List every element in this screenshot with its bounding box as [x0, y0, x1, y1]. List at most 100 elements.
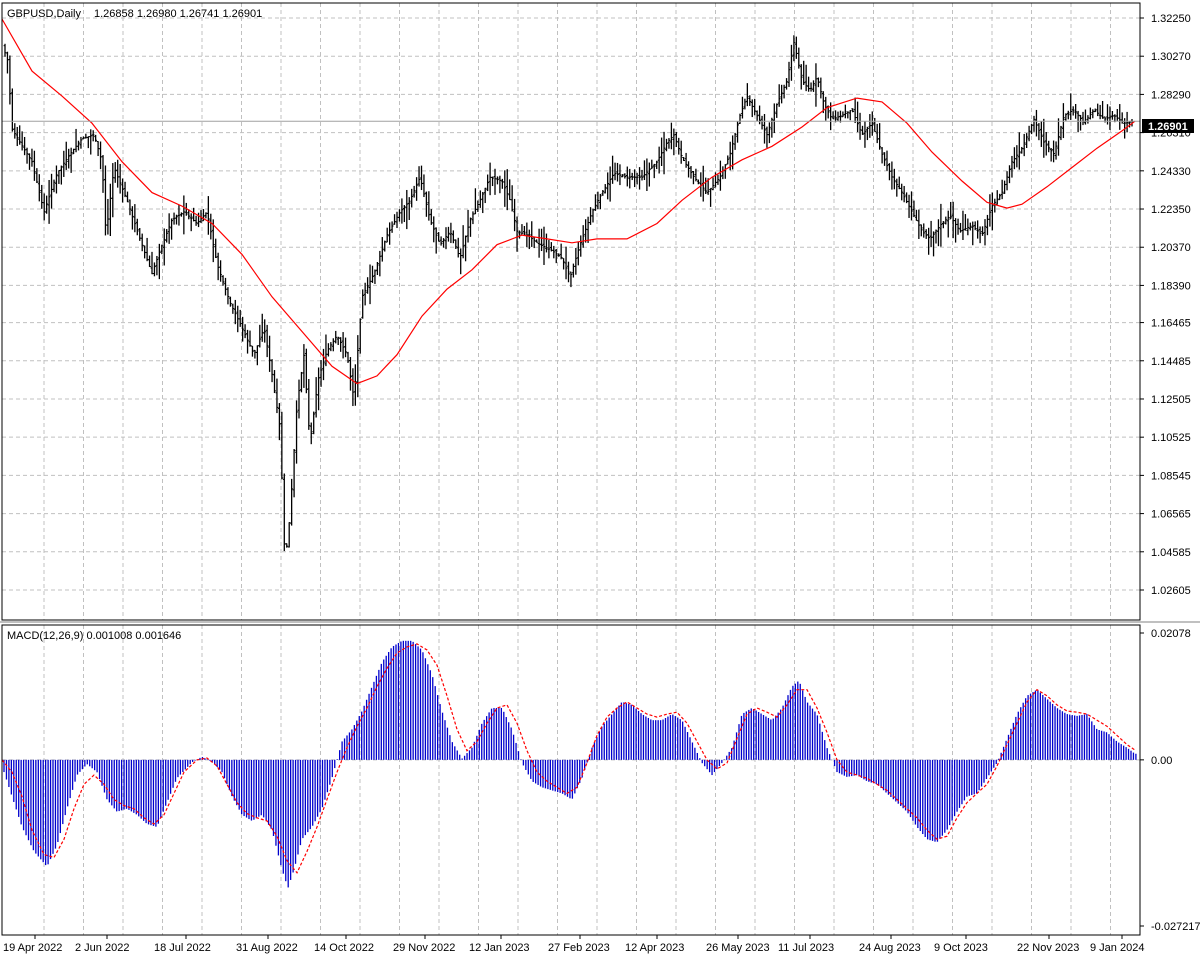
price-bar — [368, 264, 372, 305]
price-bar — [738, 113, 742, 125]
price-bar — [334, 330, 338, 344]
price-bar — [976, 220, 980, 239]
price-bar — [346, 351, 350, 363]
price-bar — [596, 191, 600, 210]
price-bar — [843, 104, 847, 119]
price-bar — [932, 231, 935, 257]
price-bar — [55, 165, 58, 194]
price-bar — [3, 43, 7, 57]
price-bar — [341, 332, 345, 359]
price-bar — [172, 212, 176, 225]
price-bar — [1032, 115, 1036, 132]
price-bar — [584, 219, 588, 243]
price-bar — [753, 98, 757, 116]
macd-signal-layer — [1, 643, 1136, 874]
price-bar — [322, 348, 325, 381]
price-bar — [856, 101, 859, 133]
price-tick-label: 1.10525 — [1151, 432, 1191, 444]
price-bar — [665, 138, 668, 152]
price-bar — [229, 296, 232, 307]
price-bar — [861, 125, 864, 135]
price-bar — [598, 193, 602, 210]
ohlc-info: 1.26858 1.26980 1.26741 1.26901 — [94, 8, 262, 20]
price-bar — [1062, 103, 1065, 139]
price-bar — [59, 165, 63, 185]
price-bar — [378, 250, 382, 277]
price-bar — [515, 216, 519, 252]
price-bar — [706, 178, 710, 195]
price-bar — [447, 226, 450, 242]
price-bar — [873, 117, 877, 133]
price-bar — [461, 225, 465, 259]
price-bar — [1013, 147, 1016, 170]
price-bar — [82, 136, 85, 140]
price-bar — [439, 236, 443, 246]
axis-layer: 1.322501.302701.282901.263101.243301.223… — [3, 13, 1200, 954]
price-bar — [589, 207, 592, 225]
price-bar — [797, 47, 801, 69]
price-bar — [956, 218, 960, 235]
price-bar — [562, 257, 565, 270]
price-bar — [224, 277, 227, 296]
price-bar — [111, 163, 115, 218]
price-bar — [961, 210, 965, 240]
price-bar — [329, 342, 333, 352]
price-bar — [594, 194, 597, 211]
price-bar — [647, 162, 651, 187]
price-bar — [1091, 109, 1095, 119]
price-bar — [765, 126, 769, 148]
price-bar — [831, 111, 835, 120]
price-bar — [106, 198, 110, 235]
price-bar — [907, 194, 911, 218]
price-bar — [998, 193, 1002, 201]
price-bar — [1081, 111, 1085, 126]
price-bar — [1027, 125, 1031, 142]
price-bar — [777, 84, 781, 107]
price-bar — [1101, 100, 1104, 119]
price-bar — [104, 165, 107, 236]
price-bar — [402, 205, 406, 223]
price-bar — [300, 371, 303, 393]
price-bar — [1079, 114, 1082, 131]
price-bar — [574, 247, 578, 275]
price-bar — [567, 261, 570, 283]
price-bar — [307, 378, 311, 430]
price-bar — [684, 152, 688, 168]
price-bar — [613, 162, 617, 181]
price-bar — [785, 78, 788, 90]
price-bar — [866, 126, 869, 141]
price-bar — [662, 131, 666, 175]
price-bar — [981, 226, 984, 236]
price-bar — [772, 103, 776, 134]
price-bar — [157, 243, 161, 280]
macd-signal-line — [1, 643, 1136, 874]
price-bar — [425, 191, 428, 217]
price-bar — [554, 248, 558, 264]
price-bar — [131, 206, 134, 230]
price-bar — [393, 214, 396, 225]
price-bar — [282, 473, 286, 552]
price-bar — [900, 183, 904, 201]
price-bar — [248, 330, 252, 347]
price-bar — [968, 222, 972, 231]
price-bar — [790, 44, 793, 81]
price-bar — [929, 220, 933, 248]
price-bar — [1115, 109, 1119, 121]
price-bars-layer — [3, 35, 1134, 552]
price-bar — [206, 196, 210, 235]
price-bar — [1039, 121, 1043, 147]
price-bar — [579, 235, 583, 257]
price-bar — [52, 179, 56, 193]
price-bar — [1120, 112, 1124, 124]
price-bar — [973, 221, 977, 231]
price-bar — [486, 174, 490, 192]
time-label: 19 Apr 2022 — [3, 942, 62, 954]
price-bar — [964, 214, 967, 231]
price-bar — [944, 216, 948, 225]
price-bar — [1025, 133, 1029, 148]
price-bar — [802, 60, 806, 86]
price-bar — [437, 232, 441, 242]
price-bar — [1069, 93, 1073, 120]
price-bar — [260, 313, 264, 342]
